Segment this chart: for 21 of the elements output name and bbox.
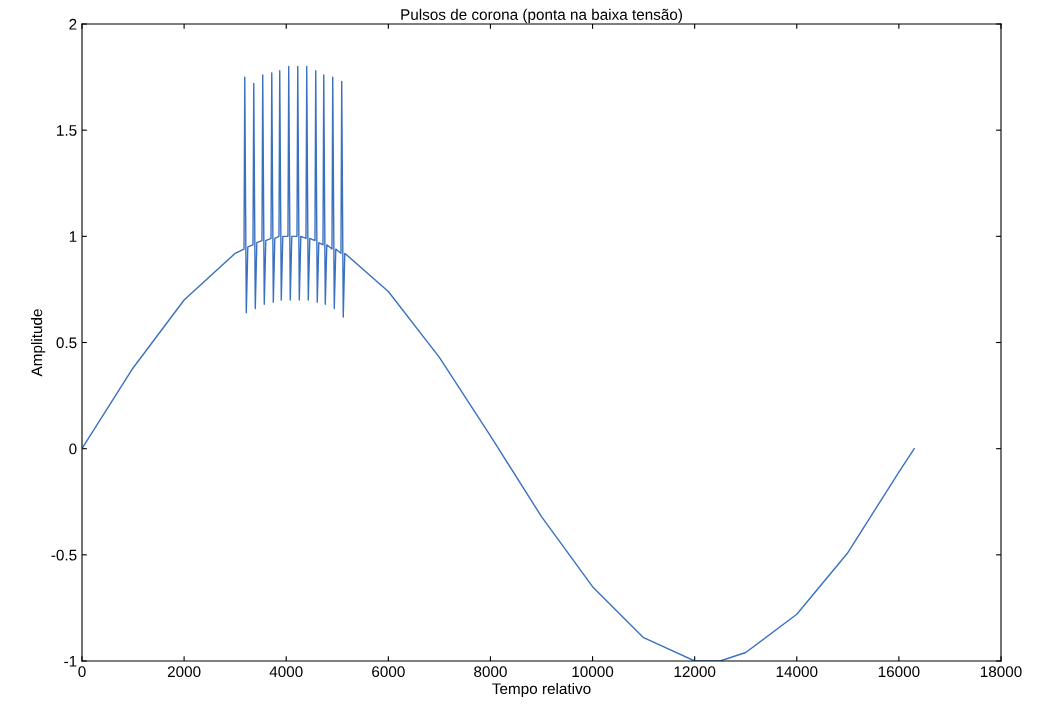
- y-tick-label: 1: [69, 231, 77, 242]
- y-tick-label: 1.5: [57, 125, 77, 136]
- x-tick-label: 4000: [269, 666, 303, 678]
- x-axis-title: Tempo relativo: [492, 682, 591, 698]
- x-tick-label: 6000: [372, 666, 405, 678]
- y-tick-label: 0: [69, 443, 77, 455]
- y-tick-label: -0.5: [51, 549, 77, 561]
- x-tick-label: 14000: [776, 666, 818, 678]
- y-tick-label: 2: [69, 18, 77, 30]
- x-tick-label: 16000: [878, 666, 920, 678]
- x-tick-label: 12000: [674, 666, 716, 678]
- y-axis-title: Amplitude: [31, 309, 46, 377]
- x-tick-label: 8000: [474, 666, 507, 678]
- x-tick-label: 18000: [980, 666, 1022, 678]
- x-tick-label: 2000: [167, 666, 201, 678]
- y-tick-label: 0.5: [56, 337, 77, 349]
- chart-title: Pulsos de corona (ponta na baixa tensão): [401, 8, 682, 23]
- line-series: [82, 65, 915, 661]
- x-tick-label: 10000: [572, 666, 614, 678]
- x-tick-label: 0: [78, 666, 86, 678]
- y-tick-label: -1: [64, 656, 77, 667]
